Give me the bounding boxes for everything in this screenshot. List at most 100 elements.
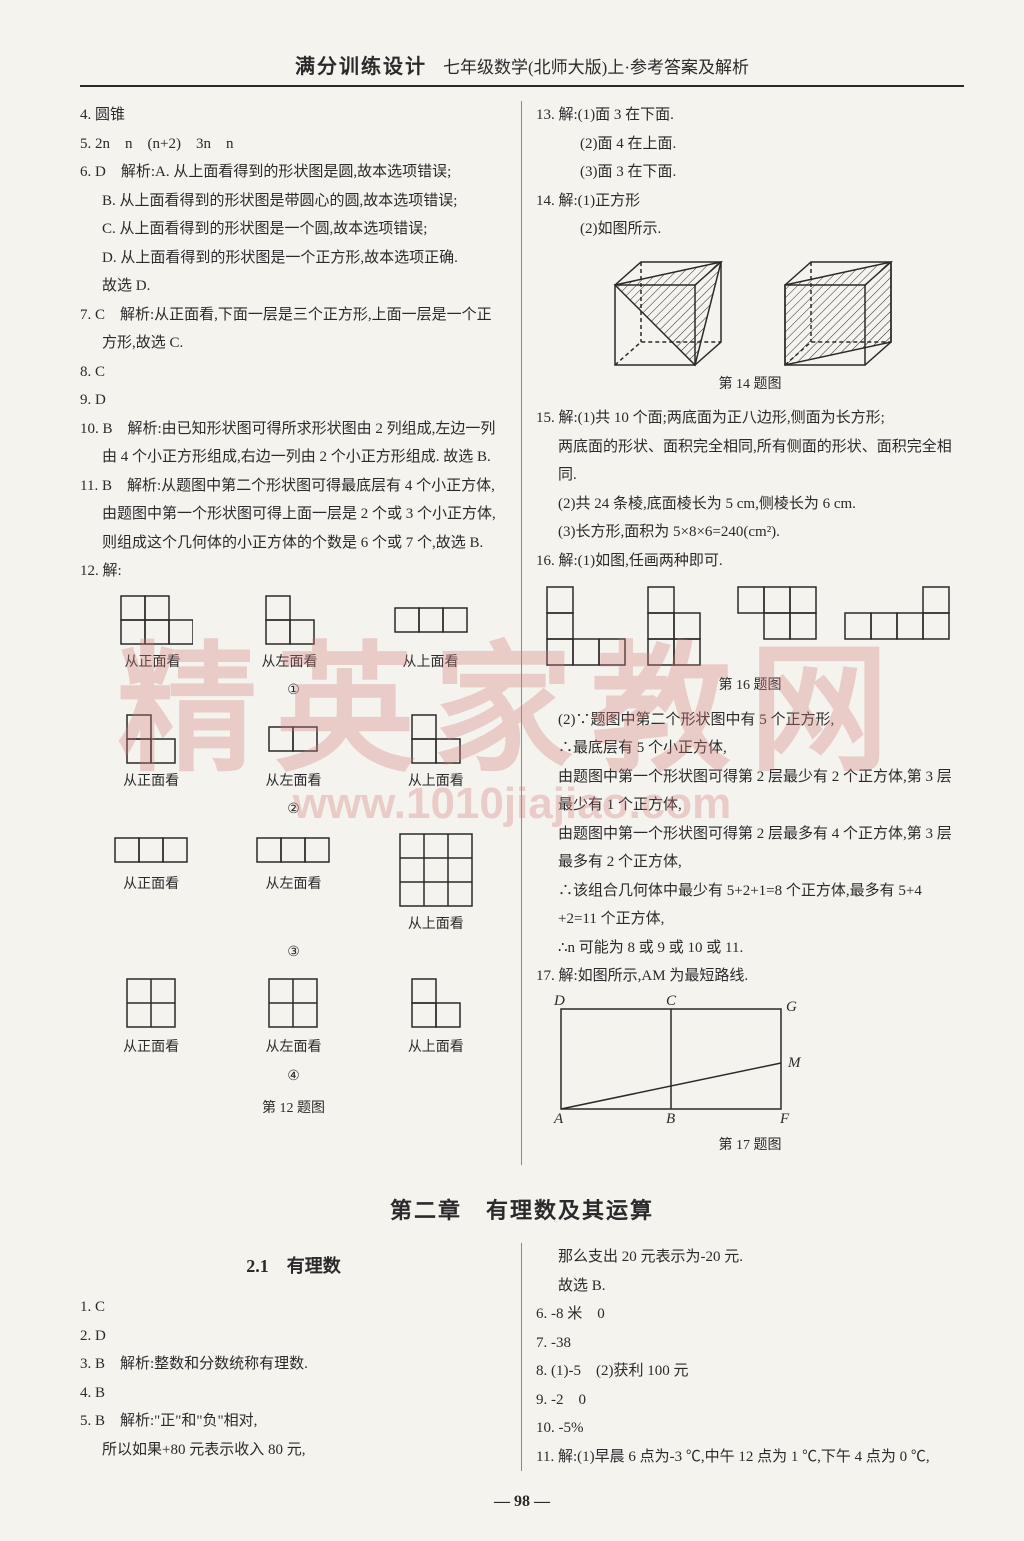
q12-row4: 从正面看 从左面看 [80, 973, 507, 1062]
ans-13b: (2)面 4 在上面. [536, 130, 964, 159]
header-title: 满分训练设计 [295, 56, 427, 78]
upper-columns: 4. 圆锥 5. 2n n (n+2) 3n n 6. D 解析:A. 从上面看… [80, 101, 964, 1165]
ans-12: 12. 解: [80, 557, 507, 586]
q12-r2-top-cap: 从上面看 [408, 769, 464, 796]
q12-r3-num: ③ [80, 940, 507, 967]
ans-13: 13. 解:(1)面 3 在下面. [536, 101, 964, 130]
q12-r1-top-cap: 从上面看 [403, 650, 459, 677]
c9: 9. -2 0 [536, 1386, 964, 1415]
q14-caption: 第 14 题图 [536, 372, 964, 399]
q16-caption: 第 16 题图 [536, 673, 964, 700]
ans-15c: (2)共 24 条棱,底面棱长为 5 cm,侧棱长为 6 cm. [536, 490, 964, 519]
ans-16b: (2)∵题图中第二个形状图中有 5 个正方形, [536, 706, 964, 735]
ans-6c: C. 从上面看得到的形状图是一个圆,故本选项错误; [80, 215, 507, 244]
q12-r1-front: 从正面看 [113, 592, 193, 677]
ans-11c: 则组成这个几何体的小正方体的个数是 6 个或 7 个,故选 B. [80, 529, 507, 558]
ans-9: 9. D [80, 386, 507, 415]
q17-M: M [787, 1055, 802, 1071]
q17-F: F [779, 1111, 790, 1127]
ans-7: 7. C 解析:从正面看,下面一层是三个正方形,上面一层是一个正 [80, 301, 507, 330]
header-rule [80, 85, 964, 87]
ans-6e: 故选 D. [80, 272, 507, 301]
col-left: 4. 圆锥 5. 2n n (n+2) 3n n 6. D 解析:A. 从上面看… [80, 101, 522, 1165]
page-number-value: 98 [514, 1493, 530, 1510]
q17-figure: A B F D C G M 第 17 题图 [536, 991, 964, 1160]
ans-16c: ∴最底层有 5 个小正方体, [536, 734, 964, 763]
ans-16g: 最多有 2 个正方体, [536, 848, 964, 877]
q17-G: G [786, 999, 797, 1015]
section-heading: 2.1 有理数 [80, 1249, 507, 1283]
ans-16i: +2=11 个正方体, [536, 905, 964, 934]
header-subtitle: 七年级数学(北师大版)上·参考答案及解析 [443, 58, 749, 77]
q12-r1-left: 从左面看 [258, 592, 322, 677]
ans-8: 8. C [80, 358, 507, 387]
lower-columns: 2.1 有理数 1. C 2. D 3. B 解析:整数和分数统称有理数. 4.… [80, 1243, 964, 1471]
q12-r2-front-cap: 从正面看 [123, 769, 179, 796]
ans-16j: ∴n 可能为 8 或 9 或 10 或 11. [536, 934, 964, 963]
c11: 11. 解:(1)早晨 6 点为-3 ℃,中午 12 点为 1 ℃,下午 4 点… [536, 1443, 964, 1472]
q12-r3-front-svg [107, 830, 195, 870]
page: 满分训练设计 七年级数学(北师大版)上·参考答案及解析 4. 圆锥 5. 2n … [0, 0, 1024, 1541]
lower-col-left: 2.1 有理数 1. C 2. D 3. B 解析:整数和分数统称有理数. 4.… [80, 1243, 522, 1471]
q16-s4-svg [839, 581, 959, 651]
ans-17: 17. 解:如图所示,AM 为最短路线. [536, 962, 964, 991]
ans-11b: 由题图中第一个形状图可得上面一层是 2 个或 3 个小正方体, [80, 500, 507, 529]
q12-r1-left-svg [258, 592, 322, 648]
q12-r4-num: ④ [80, 1064, 507, 1091]
q12-row2: 从正面看 从左面看 [80, 711, 507, 796]
q12-r4-top-svg [404, 973, 468, 1033]
q17-D: D [553, 993, 565, 1009]
q12-r2-left-svg [261, 711, 325, 767]
col-right: 13. 解:(1)面 3 在下面. (2)面 4 在上面. (3)面 3 在下面… [522, 101, 964, 1165]
ans-6b: B. 从上面看得到的形状图是带圆心的圆,故本选项错误; [80, 187, 507, 216]
q12-r2-front-svg [119, 711, 183, 767]
q12-r2-left: 从左面看 [261, 711, 325, 796]
ans-14b: (2)如图所示. [536, 215, 964, 244]
q14-cube1-svg [595, 250, 735, 370]
q14-cube2-svg [765, 250, 905, 370]
ans-13c: (3)面 3 在下面. [536, 158, 964, 187]
ans-16: 16. 解:(1)如图,任画两种即可. [536, 547, 964, 576]
ans-6: 6. D 解析:A. 从上面看得到的形状图是圆,故本选项错误; [80, 158, 507, 187]
q12-r3-top-svg [392, 830, 480, 910]
ans-10b: 由 4 个小正方形组成,右边一列由 2 个小正方形组成. 故选 B. [80, 443, 507, 472]
page-header: 满分训练设计 七年级数学(北师大版)上·参考答案及解析 [80, 50, 964, 79]
b5: 5. B 解析:"正"和"负"相对, [80, 1407, 507, 1436]
c5c: 那么支出 20 元表示为-20 元. [536, 1243, 964, 1272]
ans-15b: 两底面的形状、面积完全相同,所有侧面的形状、面积完全相同. [536, 433, 964, 490]
ans-16f: 由题图中第一个形状图可得第 2 层最多有 4 个正方体,第 3 层 [536, 820, 964, 849]
q12-r4-left-svg [261, 973, 325, 1033]
lower-col-right: 那么支出 20 元表示为-20 元. 故选 B. 6. -8 米 0 7. -3… [522, 1243, 964, 1471]
q12-r1-front-svg [113, 592, 193, 648]
q17-C: C [666, 993, 677, 1009]
q12-r2-top-svg [404, 711, 468, 767]
q14-figure [536, 250, 964, 370]
q12-r4-left-cap: 从左面看 [265, 1035, 321, 1062]
b1: 1. C [80, 1293, 507, 1322]
q17-caption: 第 17 题图 [536, 1133, 964, 1160]
ans-5: 5. 2n n (n+2) 3n n [80, 130, 507, 159]
b4: 4. B [80, 1379, 507, 1408]
chapter-heading: 第二章 有理数及其运算 [80, 1193, 964, 1225]
q12-r3-front: 从正面看 [107, 830, 195, 939]
ans-16e: 最少有 1 个正方体, [536, 791, 964, 820]
q12-r2-front: 从正面看 [119, 711, 183, 796]
q12-r2-top: 从上面看 [404, 711, 468, 796]
b2: 2. D [80, 1322, 507, 1351]
b5b: 所以如果+80 元表示收入 80 元, [80, 1436, 507, 1465]
ans-14: 14. 解:(1)正方形 [536, 187, 964, 216]
q17-B: B [666, 1111, 675, 1127]
ans-7b: 方形,故选 C. [80, 329, 507, 358]
q12-r1-top: 从上面看 [387, 592, 475, 677]
ans-6d: D. 从上面看得到的形状图是一个正方形,故本选项正确. [80, 244, 507, 273]
q12-r1-num: ① [80, 678, 507, 705]
q12-r1-left-cap: 从左面看 [262, 650, 318, 677]
q12-r4-top: 从上面看 [404, 973, 468, 1062]
ans-15d: (3)长方形,面积为 5×8×6=240(cm²). [536, 518, 964, 547]
c7: 7. -38 [536, 1329, 964, 1358]
q12-r3-top: 从上面看 [392, 830, 480, 939]
q12-r3-top-cap: 从上面看 [408, 912, 464, 939]
ans-4: 4. 圆锥 [80, 101, 507, 130]
ans-16d: 由题图中第一个形状图可得第 2 层最少有 2 个正方体,第 3 层 [536, 763, 964, 792]
c10: 10. -5% [536, 1414, 964, 1443]
